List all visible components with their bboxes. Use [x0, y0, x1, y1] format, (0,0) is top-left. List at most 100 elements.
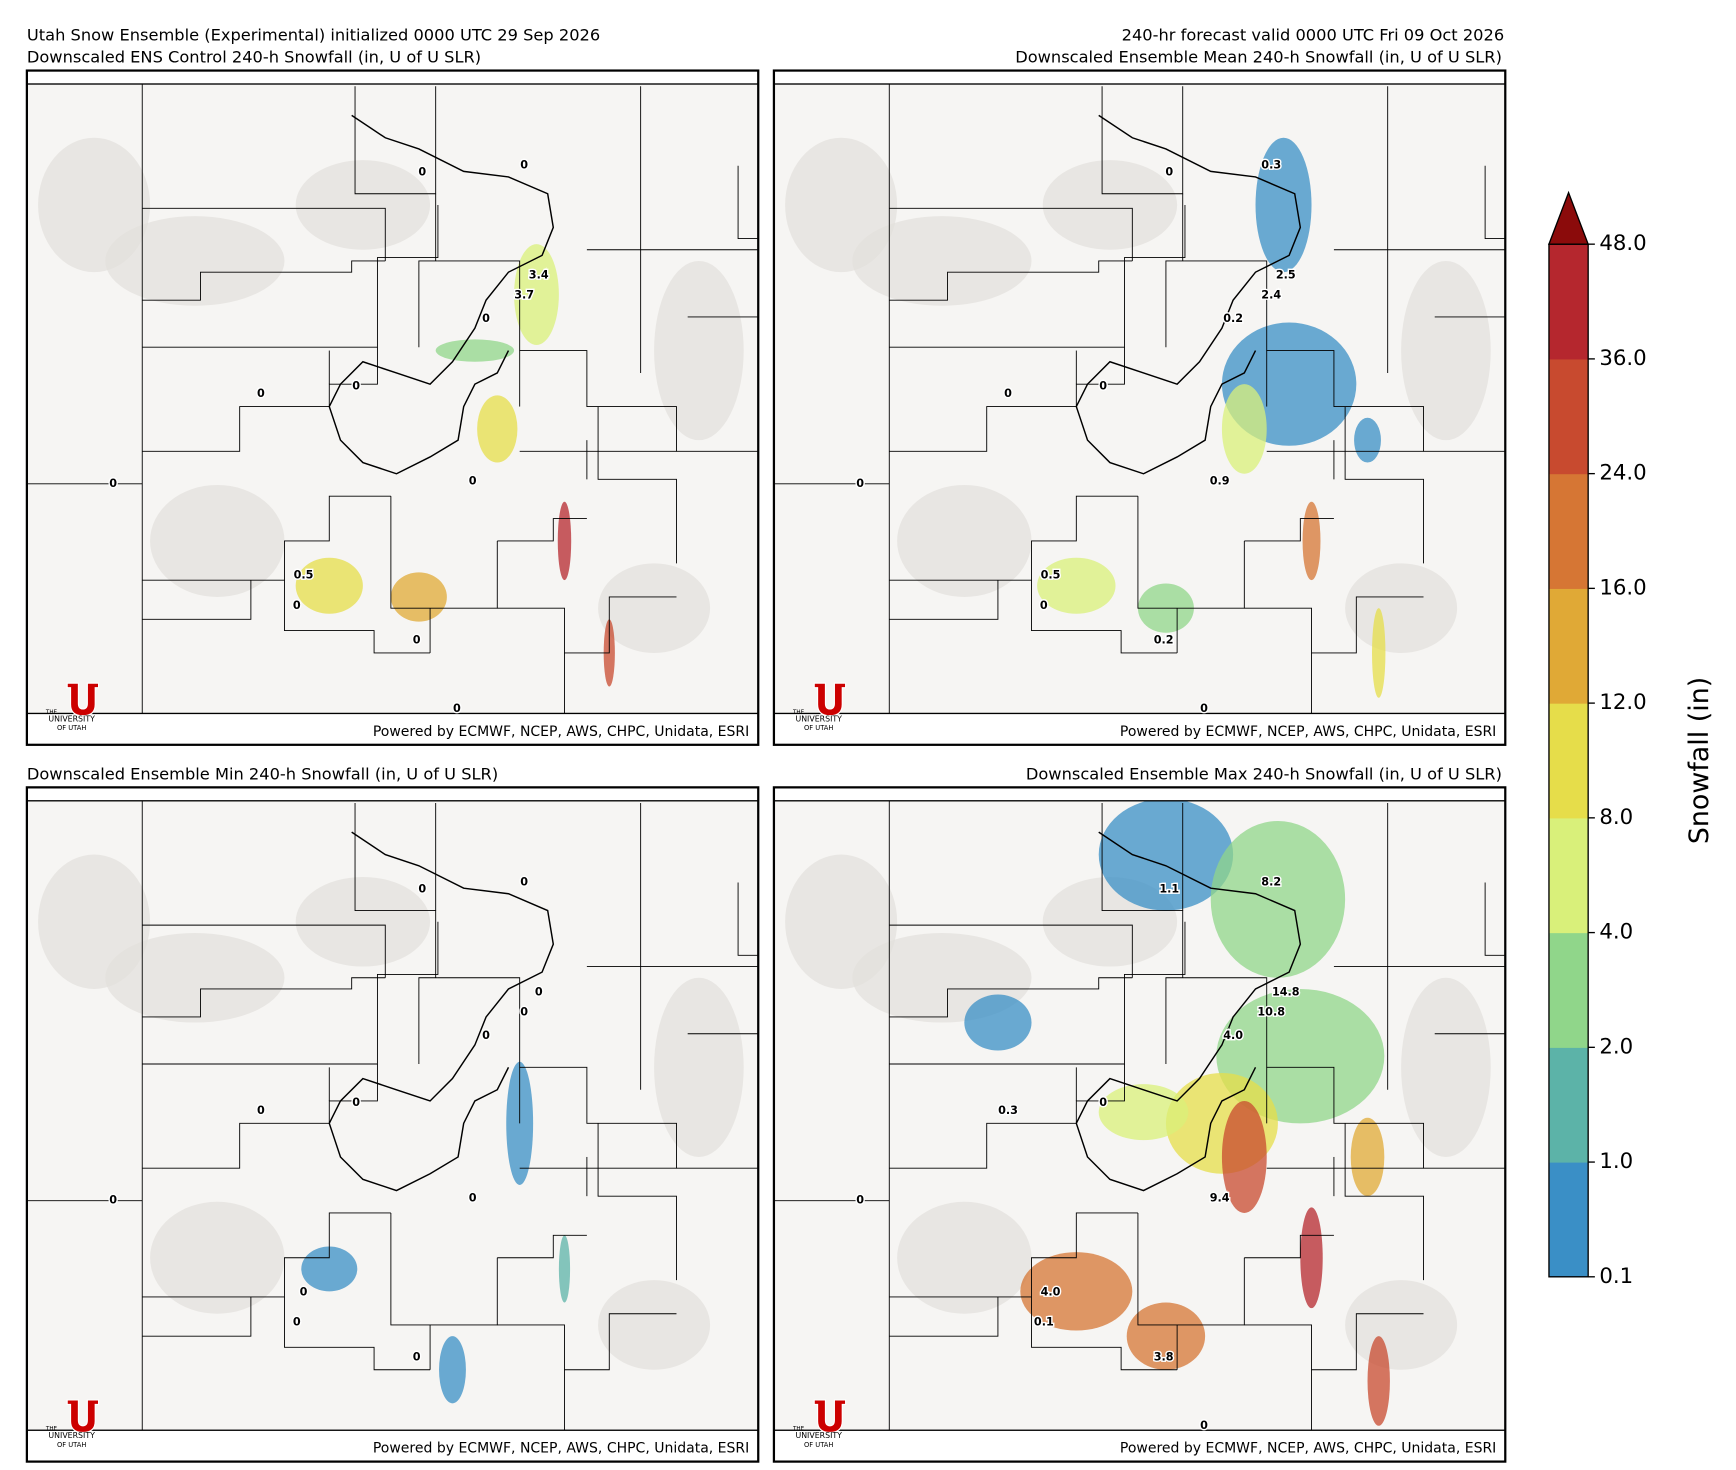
- colorbar-tick-label: 4.0: [1599, 920, 1633, 945]
- logo-of-utah: OF UTAH: [57, 1441, 86, 1449]
- station-label: 0: [1165, 165, 1173, 178]
- station-label: 0: [300, 1285, 308, 1298]
- county-border: [437, 260, 759, 452]
- colorbar-label: Snowfall (in): [1684, 677, 1715, 844]
- county-border: [597, 406, 677, 564]
- station-label: 0: [453, 702, 461, 715]
- snow-area: [1367, 1336, 1390, 1426]
- logo-university: UNIVERSITY: [48, 714, 95, 723]
- colorbar-tick-label: 16.0: [1599, 575, 1646, 600]
- station-label: 0: [1200, 1419, 1208, 1432]
- header-right: 240-hr forecast valid 0000 UTC Fri 09 Oc…: [1122, 25, 1505, 44]
- county-border: [889, 260, 1133, 301]
- county-border: [497, 596, 677, 654]
- county-border: [737, 882, 759, 956]
- snow-area: [1098, 1084, 1189, 1141]
- station-label: 4.0: [1223, 1029, 1243, 1042]
- terrain-shade: [295, 876, 431, 967]
- terrain-shade: [150, 1201, 285, 1314]
- colorbar-tick-label: 0.1: [1599, 1264, 1633, 1289]
- county-border: [1344, 406, 1424, 564]
- station-label: 2.4: [1261, 289, 1281, 302]
- colorbar-frame: [1548, 243, 1589, 1278]
- colorbar-bin: [1548, 1162, 1589, 1278]
- county-border: [1244, 596, 1424, 654]
- terrain-shade: [785, 854, 898, 989]
- snow-area: [558, 1235, 571, 1303]
- county-border: [1137, 1212, 1245, 1326]
- colorbar-extend: [1547, 190, 1590, 245]
- logo-of-utah: OF UTAH: [804, 1441, 833, 1449]
- snow-area: [1300, 1207, 1323, 1309]
- snow-area: [435, 339, 515, 362]
- colorbar-bin: [1548, 932, 1589, 1048]
- station-label: 0: [1099, 1096, 1107, 1109]
- station-label: 10.8: [1257, 1005, 1285, 1018]
- colorbar-tick-label: 48.0: [1599, 231, 1646, 256]
- station-label: 0: [293, 599, 301, 612]
- county-border: [737, 165, 759, 240]
- station-label: 0: [413, 634, 421, 647]
- station-label: 0: [482, 1029, 490, 1042]
- terrain-shade: [1345, 563, 1458, 653]
- station-label: 3.7: [514, 289, 534, 302]
- continental-divide: [328, 114, 555, 475]
- county-border: [142, 260, 386, 301]
- county-border: [1165, 977, 1185, 1065]
- county-border: [497, 1234, 587, 1259]
- county-border: [142, 1212, 391, 1298]
- panel-frame: [772, 69, 1507, 746]
- top-band: [773, 69, 1506, 85]
- snow-area: [964, 994, 1032, 1051]
- county-border: [1184, 977, 1506, 1169]
- snow-area: [477, 395, 518, 463]
- logo-university: UNIVERSITY: [48, 1431, 95, 1440]
- colorbar-bin: [1548, 588, 1589, 704]
- terrain-shade: [1401, 260, 1491, 441]
- terrain-shade: [897, 1201, 1032, 1314]
- county-border: [390, 496, 498, 609]
- top-band: [26, 786, 759, 802]
- station-label: 0.5: [1041, 569, 1061, 582]
- logo-u: [66, 682, 100, 717]
- county-border: [284, 580, 431, 654]
- colorbar-bin: [1548, 817, 1589, 934]
- county-border: [142, 1296, 252, 1337]
- logo-university: UNIVERSITY: [795, 714, 842, 723]
- county-border: [889, 204, 1186, 348]
- county-border: [142, 204, 439, 348]
- county-border: [390, 1212, 498, 1326]
- county-border: [1101, 86, 1184, 195]
- station-label: 1.1: [1159, 882, 1179, 895]
- terrain-shade: [1345, 1280, 1458, 1370]
- county-border: [1244, 1313, 1424, 1371]
- terrain-shade: [598, 1280, 711, 1370]
- panel-frame: [772, 786, 1507, 1463]
- terrain-shade: [38, 137, 151, 273]
- station-label: 4.0: [1041, 1285, 1061, 1298]
- credit: Powered by ECMWF, NCEP, AWS, CHPC, Unida…: [1120, 724, 1496, 740]
- snow-area: [1210, 820, 1346, 978]
- snow-area: [1221, 384, 1267, 474]
- station-label: 0: [352, 379, 360, 392]
- logo-the: THE: [45, 709, 58, 715]
- colorbar-tick-label: 2.0: [1599, 1034, 1633, 1059]
- continental-divide: [1075, 114, 1302, 475]
- county-border: [437, 977, 759, 1169]
- county-border: [418, 977, 438, 1065]
- station-label: 0: [469, 1191, 477, 1204]
- county-border: [1344, 1123, 1424, 1281]
- logo-university: UNIVERSITY: [795, 1431, 842, 1440]
- station-label: 0: [1200, 702, 1208, 715]
- station-label: 0: [109, 1194, 117, 1207]
- terrain-shade: [654, 977, 744, 1157]
- county-border: [142, 207, 386, 261]
- logo-u: [813, 682, 847, 717]
- county-border: [597, 1123, 677, 1281]
- snow-area: [1037, 557, 1116, 614]
- station-label: 0: [413, 1350, 421, 1363]
- station-label: 0.5: [294, 569, 314, 582]
